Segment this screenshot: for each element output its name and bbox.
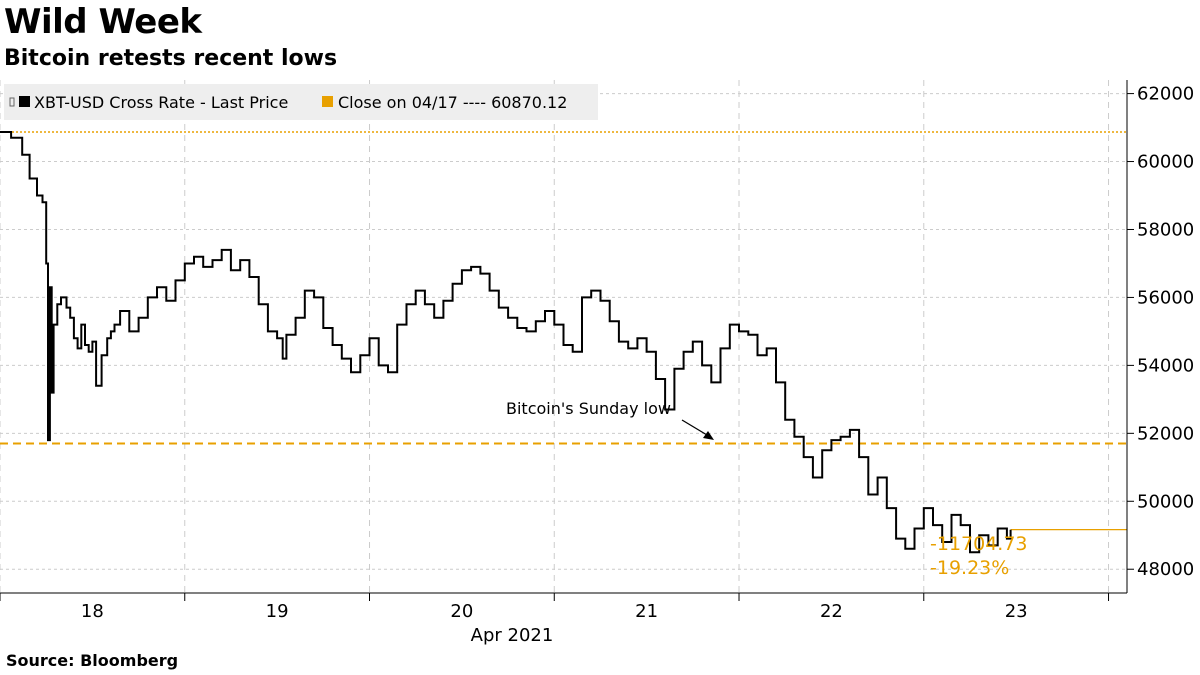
reference-lines (0, 131, 1127, 531)
legend-swatch-close (322, 96, 333, 107)
chart-title: Wild Week (4, 2, 202, 42)
axes: 48000 50000 52000 54000 56000 58000 60000 62000… (0, 80, 1194, 622)
source-note: Source: Bloomberg (6, 651, 179, 670)
x-tick-label-18: 18 (81, 601, 104, 622)
y-tick-label-62000: 62000 (1137, 84, 1194, 105)
y-tick-label-60000: 60000 (1137, 152, 1194, 173)
x-tick-label-21: 21 (635, 601, 658, 622)
x-tick-label-19: 19 (266, 601, 289, 622)
legend-label-price: XBT-USD Cross Rate - Last Price (34, 93, 288, 112)
chart-subtitle: Bitcoin retests recent lows (4, 46, 338, 71)
x-axis-label: Apr 2021 (471, 625, 554, 646)
y-tick-label-50000: 50000 (1137, 491, 1194, 512)
series-layer (0, 131, 1012, 554)
annotation-arrow-head-icon (703, 431, 714, 440)
annotation-sunday-low: Bitcoin's Sunday low (506, 399, 671, 418)
legend: XBT-USD Cross Rate - Last Price Close on… (4, 84, 598, 120)
y-tick-label-56000: 56000 (1137, 287, 1194, 308)
legend-handle-icon (9, 97, 15, 107)
y-tick-label-48000: 48000 (1137, 559, 1194, 580)
annotations: Bitcoin's Sunday low -11704.73 -19.23% (506, 399, 1028, 579)
legend-label-close: Close on 04/17 ---- 60870.12 (338, 93, 567, 112)
x-tick-label-20: 20 (450, 601, 473, 622)
annotation-change-percent: -19.23% (930, 557, 1009, 579)
x-tick-label-23: 23 (1005, 601, 1028, 622)
series-line-xbt-usd (0, 131, 1012, 554)
y-tick-label-58000: 58000 (1137, 219, 1194, 240)
legend-background (4, 84, 598, 120)
x-tick-label-22: 22 (820, 601, 843, 622)
legend-swatch-price (19, 96, 30, 107)
y-tick-label-52000: 52000 (1137, 423, 1194, 444)
y-tick-label-54000: 54000 (1137, 355, 1194, 376)
annotation-change-amount: -11704.73 (930, 533, 1028, 555)
